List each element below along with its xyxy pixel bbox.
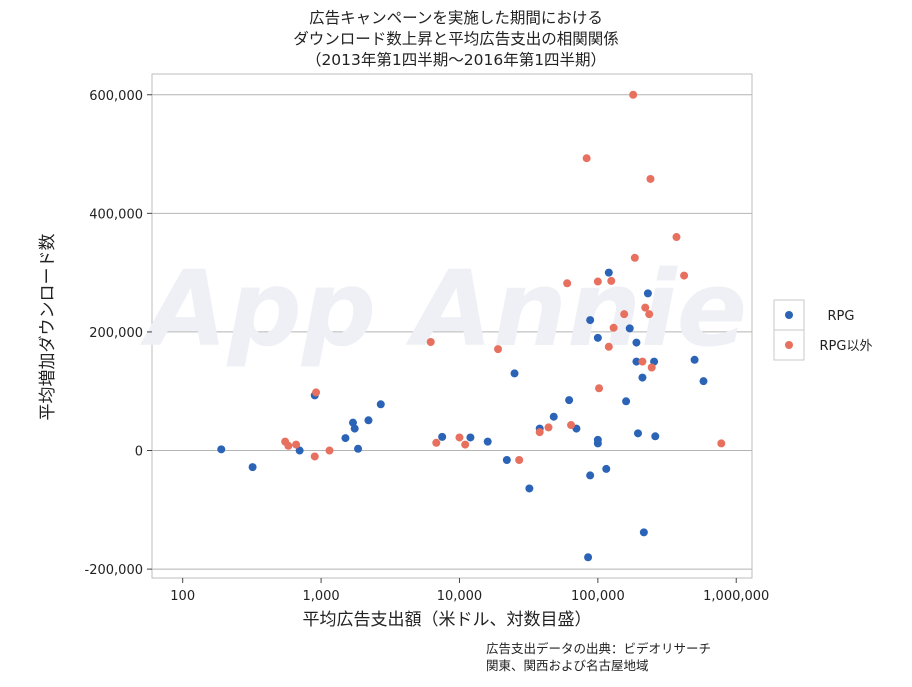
x-axis-label: 平均広告支出額（米ドル、対数目盛） <box>303 610 592 630</box>
data-point-rpg <box>354 444 363 453</box>
data-point-non-rpg <box>563 279 572 288</box>
data-point-non-rpg <box>284 441 293 450</box>
y-tick-label: -200,000 <box>85 563 143 578</box>
y-tick-label: 200,000 <box>89 326 143 341</box>
legend-marker-non-rpg <box>785 341 793 349</box>
data-point-rpg <box>593 333 602 342</box>
data-point-non-rpg <box>494 345 503 354</box>
data-point-rpg <box>565 396 574 405</box>
data-point-non-rpg <box>582 154 591 163</box>
data-point-non-rpg <box>325 446 334 455</box>
data-point-rpg <box>217 445 226 454</box>
data-point-rpg <box>341 434 350 443</box>
data-point-non-rpg <box>607 276 616 285</box>
data-point-non-rpg <box>595 384 604 393</box>
data-point-non-rpg <box>544 423 553 432</box>
data-point-rpg <box>604 268 613 277</box>
data-point-rpg <box>586 316 595 325</box>
chart-title-line-2: ダウンロード数上昇と平均広告支出の相関関係 <box>293 30 619 48</box>
data-point-non-rpg <box>672 233 681 242</box>
x-tick-label: 100 <box>170 589 195 604</box>
data-point-rpg <box>584 553 593 562</box>
legend: RPG RPG以外 <box>773 299 873 361</box>
legend-key-non-rpg <box>773 329 805 361</box>
legend-label-non-rpg: RPG以外 <box>820 339 873 354</box>
data-point-rpg <box>638 373 647 382</box>
data-point-rpg <box>639 528 648 537</box>
data-point-rpg <box>466 433 475 442</box>
data-point-non-rpg <box>292 440 301 449</box>
data-point-non-rpg <box>717 439 726 448</box>
data-point-non-rpg <box>641 303 650 312</box>
data-point-non-rpg <box>515 456 524 465</box>
x-tick-label: 10,000 <box>437 589 483 604</box>
data-point-rpg <box>510 369 519 378</box>
data-point-non-rpg <box>461 440 470 449</box>
plot-panel <box>151 73 753 579</box>
data-point-rpg <box>549 412 558 421</box>
data-point-rpg <box>602 464 611 473</box>
data-point-rpg <box>438 432 447 441</box>
y-tick-label: 400,000 <box>89 207 143 222</box>
data-point-non-rpg <box>647 363 656 372</box>
data-point-non-rpg <box>680 271 689 280</box>
source-note-line-2: 関東、関西および名古屋地域 <box>486 658 649 673</box>
data-point-rpg <box>502 456 511 465</box>
data-point-non-rpg <box>609 323 618 332</box>
data-point-non-rpg <box>629 90 638 99</box>
watermark: App Annie <box>140 248 747 370</box>
data-point-non-rpg <box>646 174 655 183</box>
data-point-rpg <box>625 324 634 333</box>
data-point-rpg <box>350 424 359 433</box>
source-note-line-1: 広告支出データの出典：ビデオリサーチ <box>486 641 712 656</box>
x-tick-label: 1,000,000 <box>703 589 769 604</box>
legend-marker-rpg <box>785 311 793 319</box>
data-point-non-rpg <box>620 310 629 319</box>
data-point-non-rpg <box>426 338 435 347</box>
data-point-rpg <box>525 484 534 493</box>
chart-title-line-3: （2013年第1四半期～2016年第1四半期） <box>305 51 607 69</box>
data-point-rpg <box>643 289 652 298</box>
data-point-non-rpg <box>593 277 602 286</box>
x-axis-ticks: 100 1,000 10,000 100,000 1,000,000 <box>170 578 769 604</box>
data-point-rpg <box>690 355 699 364</box>
chart-title-line-1: 広告キャンペーンを実施した期間における <box>309 9 603 27</box>
data-point-non-rpg <box>432 438 441 447</box>
y-axis-label: 平均増加ダウンロード数 <box>38 234 58 421</box>
data-point-rpg <box>622 397 631 406</box>
y-tick-label: 0 <box>135 445 143 460</box>
data-point-rpg <box>699 377 708 386</box>
data-point-rpg <box>295 446 304 455</box>
x-tick-label: 1,000 <box>302 589 339 604</box>
legend-key-rpg <box>773 299 805 331</box>
data-point-non-rpg <box>630 253 639 262</box>
data-point-rpg <box>376 400 385 409</box>
data-point-rpg <box>633 429 642 438</box>
data-point-non-rpg <box>310 452 319 461</box>
data-point-rpg <box>651 432 660 441</box>
y-tick-label: 600,000 <box>89 89 143 104</box>
data-point-non-rpg <box>638 357 647 366</box>
data-points <box>217 90 726 562</box>
data-point-non-rpg <box>535 428 544 437</box>
data-point-non-rpg <box>604 342 613 351</box>
y-axis-ticks: -200,000 0 200,000 400,000 600,000 <box>85 89 152 578</box>
data-point-non-rpg <box>645 310 654 319</box>
data-point-rpg <box>586 471 595 480</box>
gridlines <box>152 94 752 570</box>
data-point-rpg <box>483 437 492 446</box>
data-point-rpg <box>248 463 257 472</box>
data-point-rpg <box>364 416 373 425</box>
source-note: 広告支出データの出典：ビデオリサーチ 関東、関西および名古屋地域 <box>486 640 711 674</box>
x-tick-label: 100,000 <box>571 589 625 604</box>
data-point-non-rpg <box>455 433 464 442</box>
legend-label-rpg: RPG <box>828 309 855 324</box>
data-point-rpg <box>593 439 602 448</box>
data-point-non-rpg <box>567 421 576 430</box>
data-point-rpg <box>632 357 641 366</box>
data-point-non-rpg <box>312 388 321 397</box>
data-point-rpg <box>632 338 641 347</box>
